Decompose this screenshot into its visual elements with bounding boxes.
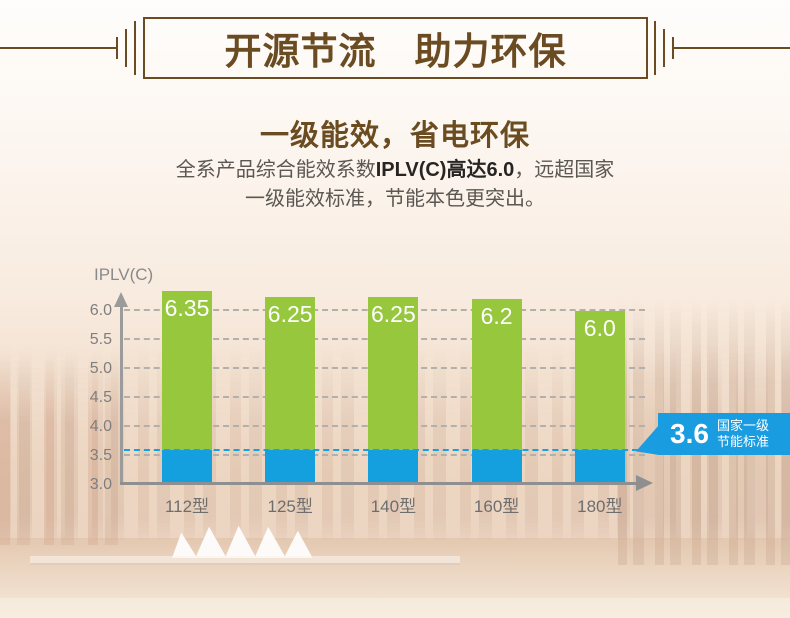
bar-segment-above-standard: 6.25 [265, 296, 316, 451]
y-tick-label: 5.0 [89, 360, 112, 377]
y-tick-label: 6.0 [89, 302, 112, 319]
x-tick-label: 125型 [267, 497, 313, 516]
banner-left-bar-medium [125, 29, 127, 67]
bar-125型: 6.25 [265, 296, 316, 483]
bar-value-label: 6.35 [164, 294, 210, 321]
title-banner: 开源节流 助力环保 [0, 0, 790, 96]
national-standard-baseline [124, 449, 648, 452]
baseline-callout: 3.6 国家一级 节能标准 [636, 413, 790, 455]
description-line1-post: ，远超国家 [514, 159, 615, 181]
bar-140型: 6.25 [368, 296, 419, 483]
y-axis-line [120, 305, 123, 485]
y-axis-title: IPLV(C) [94, 265, 154, 284]
page-title: 开源节流 助力环保 [224, 31, 567, 72]
bar-segment-standard-base [368, 450, 419, 483]
y-tick-label: 4.5 [89, 389, 112, 406]
callout-text-line2: 节能标准 [716, 434, 769, 449]
bar-segment-above-standard: 6.0 [574, 311, 625, 451]
description-line2: 一级能效标准，节能本色更突出。 [245, 188, 545, 210]
bar-segment-standard-base [162, 450, 212, 483]
bar-112型: 6.35 [162, 290, 212, 483]
bar-value-label: 6.0 [583, 315, 616, 341]
banner-right-bar-medium [663, 29, 665, 67]
chart-plot-area: 6.35 6.25 6.25 6.2 6.0 [114, 289, 653, 491]
x-axis-tick-labels: 112型 125型 140型 160型 180型 [120, 492, 680, 516]
x-tick-label: 112型 [164, 497, 210, 516]
bar-value-label: 6.2 [480, 303, 513, 330]
x-axis-arrow-icon [636, 475, 653, 491]
y-axis-tick-labels: 3.0 3.5 4.0 4.5 5.0 5.5 6.0 [78, 289, 112, 493]
shore-strip [0, 598, 790, 618]
section-description: 全系产品综合能效系数IPLV(C)高达6.0，远超国家 一级能效标准，节能本色更… [0, 156, 790, 214]
banner-right-bar-tall [654, 21, 656, 75]
x-tick-label: 160型 [473, 497, 520, 516]
bar-segment-standard-base [574, 450, 625, 483]
bar-180型: 6.0 [574, 311, 625, 483]
x-tick-label: 140型 [370, 497, 417, 516]
banner-left-bar-tall [134, 21, 136, 75]
y-tick-label: 4.0 [89, 418, 112, 435]
bar-segment-above-standard: 6.2 [471, 299, 522, 451]
bar-segment-above-standard: 6.35 [162, 290, 212, 451]
bar-value-label: 6.25 [267, 300, 313, 327]
bar-160型: 6.2 [471, 299, 522, 483]
description-line1-pre: 全系产品综合能效系数 [175, 159, 376, 181]
callout-text: 国家一级 节能标准 [717, 418, 769, 450]
bar-segment-standard-base [471, 450, 522, 483]
pier-silhouette [30, 556, 460, 565]
banner-left-line [0, 47, 116, 49]
x-axis-line [120, 482, 636, 485]
description-line1-bold: IPLV(C)高达6.0 [375, 159, 515, 181]
bar-segment-standard-base [265, 450, 316, 483]
banner-right-bar-short [672, 37, 674, 59]
city-skyline-left-silhouette [0, 355, 126, 545]
y-tick-label: 3.5 [89, 447, 112, 464]
banner-right-line [674, 47, 790, 49]
banner-box: 开源节流 助力环保 [143, 17, 648, 79]
harbor-water [0, 538, 790, 600]
callout-text-line1: 国家一级 [716, 418, 769, 433]
callout-value: 3.6 [670, 418, 709, 449]
bar-value-label: 6.25 [371, 300, 416, 327]
x-tick-label: 180型 [577, 497, 623, 516]
y-axis-arrow-icon [114, 292, 128, 307]
banner-left-bar-short [116, 37, 118, 59]
y-tick-label: 5.5 [89, 331, 112, 348]
y-tick-label: 3.0 [89, 476, 112, 493]
bar-segment-above-standard: 6.25 [368, 296, 419, 451]
section-heading: 一级能效，省电环保 [259, 120, 530, 152]
